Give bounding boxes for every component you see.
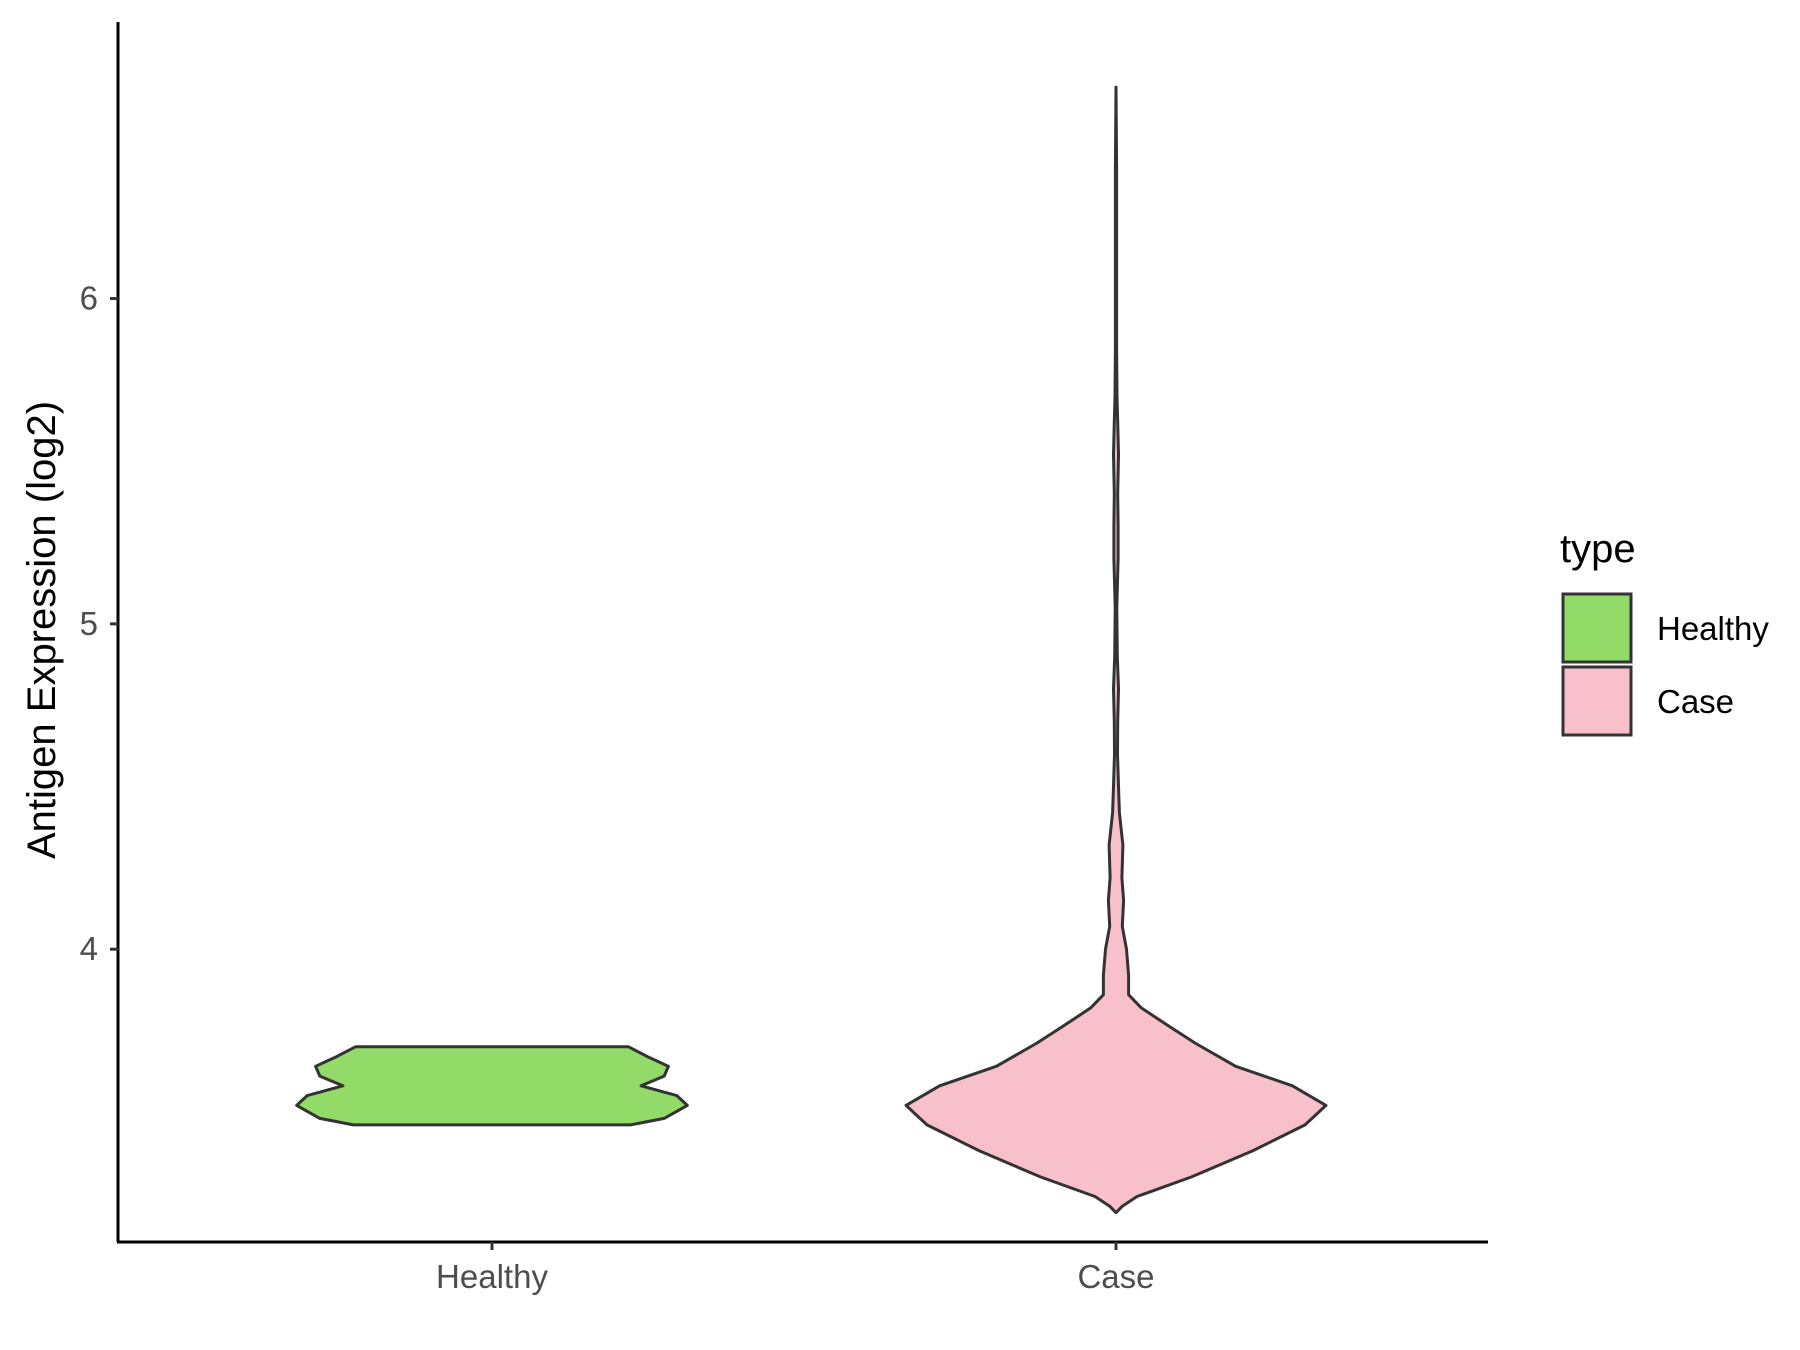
legend-label-case: Case <box>1657 683 1734 720</box>
violin-layer <box>295 85 1328 1215</box>
x-ticks: Healthy Case <box>436 1242 1155 1295</box>
legend-title: type <box>1560 527 1636 571</box>
y-ticks: 4 5 6 <box>80 280 118 967</box>
x-tick-label: Healthy <box>436 1258 548 1295</box>
y-tick-label: 6 <box>80 280 98 317</box>
y-axis-title: Antigen Expression (log2) <box>20 401 64 859</box>
violin-healthy <box>295 1045 689 1127</box>
legend-label-healthy: Healthy <box>1657 610 1769 647</box>
violin-case <box>904 85 1328 1215</box>
y-tick-label: 4 <box>80 930 98 967</box>
legend-key-case <box>1561 665 1633 737</box>
legend: Healthy Case <box>1561 592 1769 737</box>
legend-key-healthy <box>1561 592 1633 664</box>
x-tick-label: Case <box>1077 1258 1154 1295</box>
y-tick-label: 5 <box>80 605 98 642</box>
